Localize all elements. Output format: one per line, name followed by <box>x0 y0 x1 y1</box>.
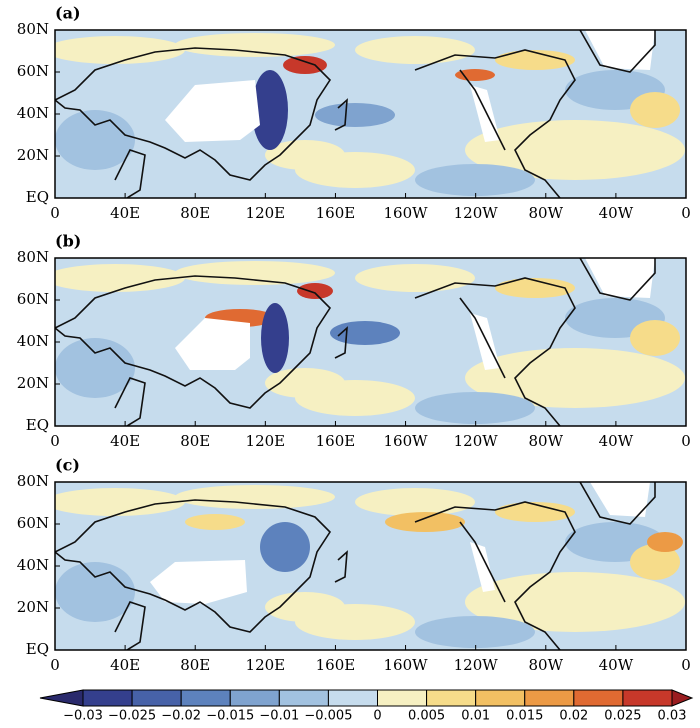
x-tick-label: 160W <box>384 656 429 674</box>
y-tick-label: 40N <box>17 556 49 574</box>
x-tick-label: 80E <box>180 656 210 674</box>
x-tick-label: 0 <box>681 656 691 674</box>
colorbar-tick-label: −0.03 <box>63 709 103 724</box>
colorbar-box <box>573 689 624 707</box>
x-tick-label: 120E <box>246 432 286 450</box>
colorbar-tick-label: −0.02 <box>161 709 201 724</box>
y-tick-label: 40N <box>17 332 49 350</box>
map-layer <box>647 532 683 552</box>
colorbar-tick-label: −0.015 <box>206 709 254 724</box>
colorbar-box <box>131 689 182 707</box>
colorbar-tick-label: 0.03 <box>658 709 687 724</box>
y-tick-label: 20N <box>17 598 49 616</box>
x-tick-label: 40E <box>110 432 140 450</box>
x-tick-label: 120W <box>454 204 499 222</box>
map-layer <box>385 512 465 532</box>
x-tick-label: 0 <box>50 432 60 450</box>
map-layer <box>175 318 250 370</box>
colorbar-box <box>278 689 329 707</box>
y-tick-label: 60N <box>17 62 49 80</box>
colorbar-box <box>82 689 133 707</box>
map-layer <box>261 303 289 373</box>
x-tick-label: 160W <box>384 204 429 222</box>
x-tick-label: 80W <box>529 204 564 222</box>
y-tick-label: 80N <box>17 472 49 490</box>
x-tick-label: 160E <box>316 204 356 222</box>
x-tick-label: 0 <box>50 204 60 222</box>
x-tick-label: 120E <box>246 656 286 674</box>
colorbar-box <box>229 689 280 707</box>
colorbar-tick-label: −0.025 <box>108 709 156 724</box>
map-layer <box>185 514 245 530</box>
colorbar-box <box>377 689 428 707</box>
colorbar-extend <box>671 689 694 707</box>
colorbar-tick-label: 0.015 <box>506 709 543 724</box>
x-tick-label: 40W <box>599 432 634 450</box>
map-layer <box>150 560 247 604</box>
x-tick-label: 120W <box>454 656 499 674</box>
y-tick-label: 60N <box>17 514 49 532</box>
y-tick-label: EQ <box>26 188 49 206</box>
map-c <box>55 482 686 650</box>
y-tick-label: 60N <box>17 290 49 308</box>
colorbar: −0.03 −0.025 −0.02 −0.015 −0.01 −0.005 0 0.005 0… <box>39 689 694 724</box>
x-tick-label: 40W <box>599 656 634 674</box>
colorbar-extend <box>39 689 84 707</box>
y-tick-label: 80N <box>17 20 49 38</box>
colorbar-tick-label: 0.025 <box>604 709 641 724</box>
colorbar-box <box>524 689 575 707</box>
colorbar-tick-label: −0.005 <box>304 709 352 724</box>
y-tick-label: EQ <box>26 640 49 658</box>
x-tick-label: 120E <box>246 204 286 222</box>
colorbar-tick-label: 0.01 <box>461 709 490 724</box>
colorbar-tick-label: −0.01 <box>259 709 299 724</box>
x-tick-label: 0 <box>50 656 60 674</box>
map-layer <box>470 542 495 592</box>
colorbar-box <box>327 689 378 707</box>
x-tick-label: 0 <box>681 432 691 450</box>
x-tick-label: 40W <box>599 204 634 222</box>
x-tick-label: 0 <box>681 204 691 222</box>
y-tick-label: 40N <box>17 104 49 122</box>
x-tick-label: 40E <box>110 204 140 222</box>
x-tick-label: 40E <box>110 656 140 674</box>
map-layer <box>165 80 260 142</box>
map-b <box>55 258 686 426</box>
colorbar-box <box>180 689 231 707</box>
x-tick-label: 160E <box>316 656 356 674</box>
panel-label: (a) <box>55 4 81 23</box>
colorbar-tick-label: 0.02 <box>559 709 588 724</box>
x-tick-label: 120W <box>454 432 499 450</box>
x-tick-label: 80E <box>180 204 210 222</box>
map-a <box>55 30 686 198</box>
y-tick-label: 20N <box>17 146 49 164</box>
x-tick-label: 80W <box>529 656 564 674</box>
map-layer <box>585 258 655 298</box>
map-layer <box>585 30 655 70</box>
map-layer <box>315 103 395 127</box>
x-tick-label: 80E <box>180 432 210 450</box>
map-layer <box>297 283 333 299</box>
map-layer <box>260 522 310 572</box>
colorbar-box <box>475 689 526 707</box>
map-layer <box>470 313 500 370</box>
map-layer <box>590 482 650 517</box>
colorbar-box <box>622 689 673 707</box>
x-tick-label: 160W <box>384 432 429 450</box>
map-layer <box>470 85 500 142</box>
colorbar-box <box>426 689 477 707</box>
panel-label: (c) <box>55 456 80 475</box>
x-tick-label: 160E <box>316 432 356 450</box>
map-layer <box>252 70 288 150</box>
colorbar-tick-label: 0 <box>373 709 381 724</box>
map-layer <box>283 56 327 74</box>
y-tick-label: 80N <box>17 248 49 266</box>
x-tick-label: 80W <box>529 432 564 450</box>
panel-label: (b) <box>55 232 81 251</box>
y-tick-label: EQ <box>26 416 49 434</box>
colorbar-tick-label: 0.005 <box>408 709 445 724</box>
y-tick-label: 20N <box>17 374 49 392</box>
